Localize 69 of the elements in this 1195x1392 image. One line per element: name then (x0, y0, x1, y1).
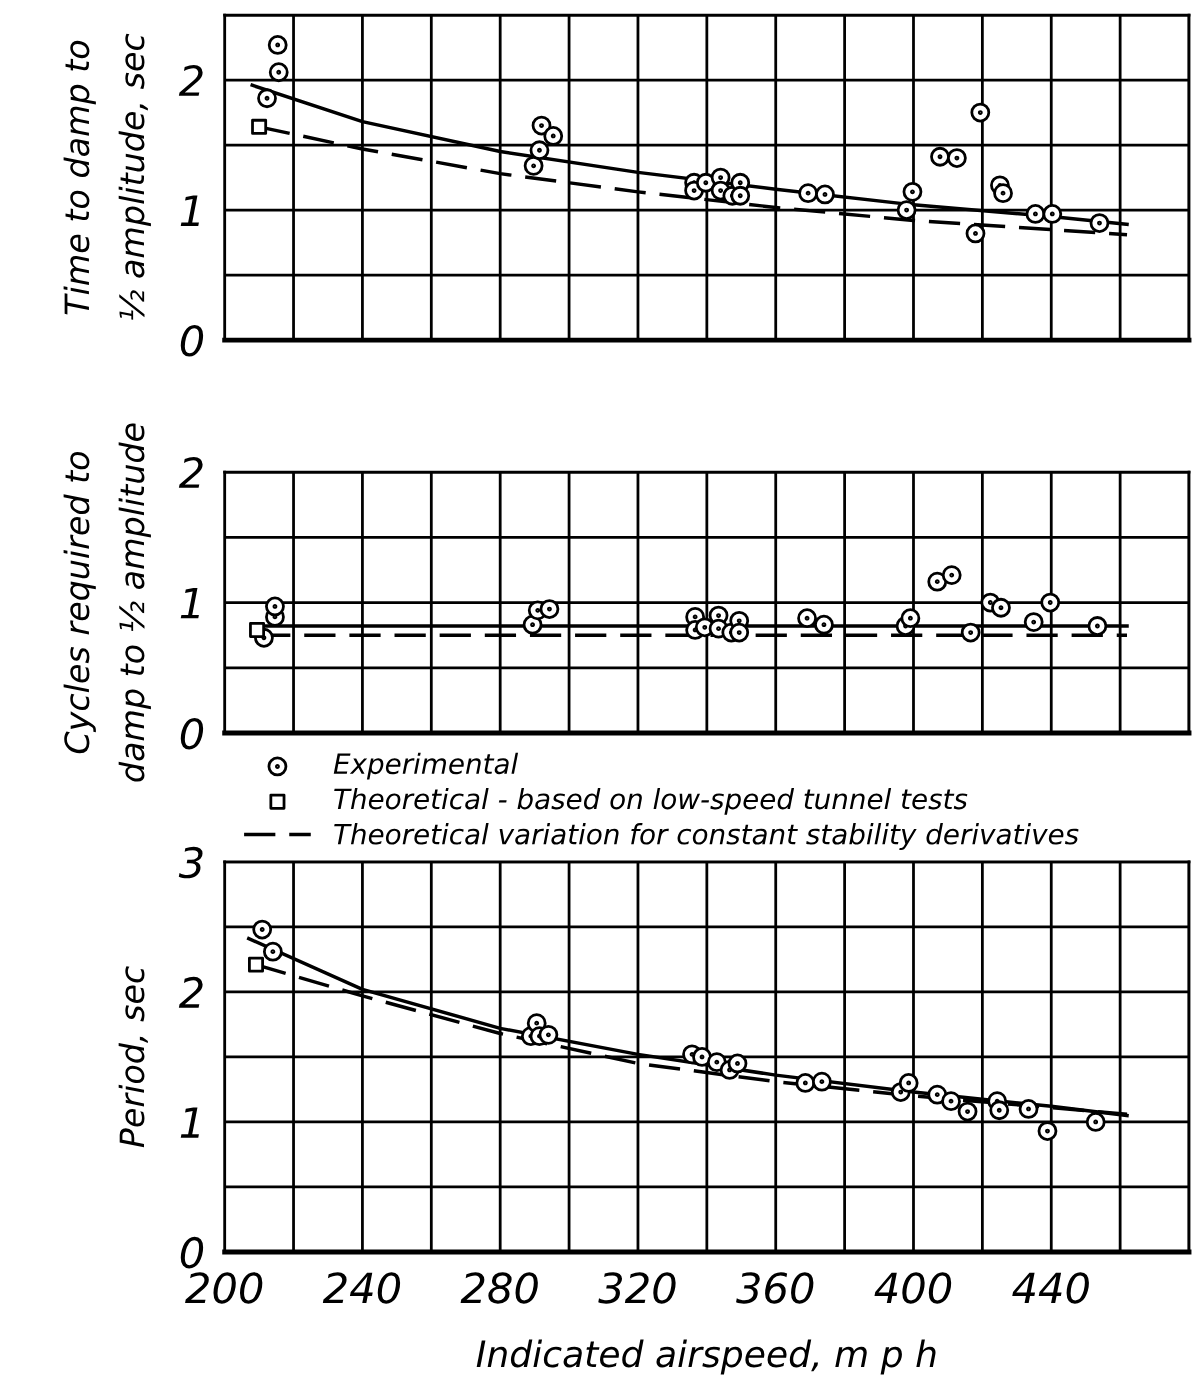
point (1037, 1121, 1058, 1141)
y-tick-label: 0 (180, 324, 204, 357)
y-tick-label: 0 (180, 717, 204, 750)
point (543, 126, 564, 146)
x-axis-title: Indicated airspeed, m p h (476, 1339, 936, 1375)
point (960, 622, 981, 643)
y-axis-title: Time to damp to ½ amplitude, sec (63, 33, 151, 320)
point (730, 185, 751, 206)
point (262, 941, 283, 962)
point (798, 183, 818, 204)
point (268, 62, 289, 83)
point (896, 200, 917, 220)
point (814, 614, 834, 635)
y-tick-label: 2 (178, 64, 203, 96)
point (900, 608, 921, 629)
point (265, 596, 285, 617)
y-tick-label: 2 (178, 976, 203, 1008)
y-tick-label: 1 (180, 1107, 199, 1138)
point (965, 223, 986, 244)
point (1025, 204, 1046, 224)
point (251, 118, 268, 135)
point (1018, 1099, 1039, 1119)
point (529, 140, 550, 161)
point (729, 622, 750, 643)
point (815, 184, 835, 205)
point (267, 35, 288, 55)
y-tick-label: 3 (178, 846, 203, 879)
point (1087, 616, 1108, 636)
y-axis-title: Cycles required to damp to ½ amplitude (63, 423, 151, 782)
point (941, 1091, 961, 1112)
point (898, 1073, 919, 1093)
legend-label: Theoretical - based on low-speed tunnel tests (334, 787, 968, 815)
point (902, 181, 923, 202)
point (1040, 592, 1061, 613)
x-tick-label: 280 (460, 1272, 538, 1304)
point (957, 1101, 978, 1122)
point (811, 1071, 832, 1092)
legend-label: Theoretical variation for constant stability derivatives (334, 823, 1079, 850)
point (970, 102, 991, 123)
point (249, 621, 266, 638)
point (1042, 204, 1063, 224)
x-tick-label: 200 (185, 1272, 263, 1304)
x-tick-label: 440 (1012, 1272, 1089, 1304)
point (248, 956, 264, 973)
point (727, 1053, 748, 1074)
point (991, 597, 1011, 618)
x-tick-label: 360 (736, 1272, 814, 1304)
x-tick-label: 400 (874, 1272, 952, 1304)
point (946, 148, 967, 168)
point (538, 1024, 559, 1045)
point (1023, 612, 1044, 632)
point (941, 565, 962, 586)
point (1089, 213, 1110, 233)
y-axis-title: Period, sec (118, 966, 148, 1148)
legend-label: Experimental (333, 752, 519, 780)
point (930, 146, 950, 167)
point (989, 1100, 1010, 1121)
y-tick-label: 1 (180, 195, 199, 226)
y-tick-label: 0 (180, 1236, 204, 1269)
point (252, 919, 273, 940)
x-tick-label: 320 (598, 1272, 676, 1304)
point (993, 183, 1013, 204)
x-tick-label: 240 (322, 1272, 401, 1304)
y-tick-label: 2 (178, 456, 203, 488)
point (1085, 1112, 1106, 1132)
point (257, 88, 277, 109)
y-tick-label: 1 (180, 587, 199, 619)
point (539, 599, 560, 619)
point (797, 608, 817, 629)
